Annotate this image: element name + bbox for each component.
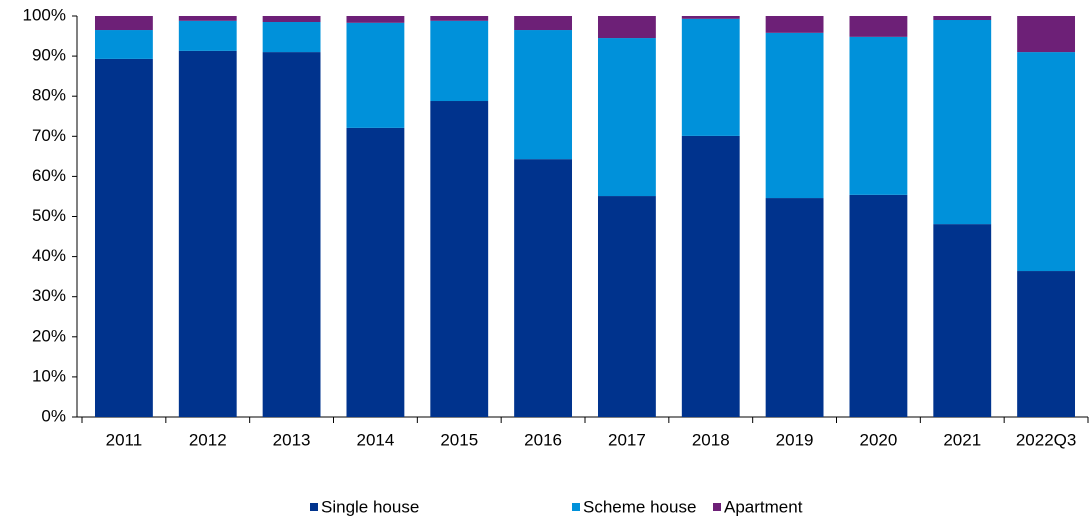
- bar-segment: [765, 16, 824, 33]
- x-tick-label: 2017: [608, 430, 646, 449]
- bar-segment: [849, 194, 908, 417]
- bar-segment: [765, 198, 824, 417]
- bar-segment: [430, 101, 489, 418]
- bar-segment: [346, 16, 405, 23]
- bar-segment: [933, 16, 992, 21]
- y-tick-label: 90%: [32, 46, 66, 65]
- x-tick-label: 2019: [776, 430, 814, 449]
- bar-segment: [178, 20, 237, 51]
- y-tick-label: 50%: [32, 206, 66, 225]
- bar-segment: [178, 16, 237, 21]
- x-tick-label: 2012: [189, 430, 227, 449]
- bar-segment: [178, 50, 237, 418]
- y-tick-label: 70%: [32, 126, 66, 145]
- legend-label: Single house: [321, 497, 419, 516]
- legend-swatch: [713, 503, 721, 511]
- legend-swatch: [572, 503, 580, 511]
- bar-segment: [597, 16, 656, 39]
- bar-segment: [346, 22, 405, 128]
- x-tick-label: 2022Q3: [1016, 430, 1077, 449]
- y-tick-label: 30%: [32, 286, 66, 305]
- bar-segment: [94, 30, 153, 59]
- y-tick-label: 80%: [32, 86, 66, 105]
- bar-segment: [346, 127, 405, 417]
- x-tick-label: 2016: [524, 430, 562, 449]
- bar-segment: [849, 16, 908, 37]
- x-tick-label: 2011: [106, 430, 143, 449]
- y-tick-label: 100%: [23, 5, 66, 24]
- bar-segment: [262, 22, 321, 53]
- bar-segment: [262, 52, 321, 418]
- x-tick-label: 2018: [692, 430, 730, 449]
- bar-segment: [94, 16, 153, 31]
- bar-segment: [681, 16, 740, 19]
- bar-segment: [681, 135, 740, 418]
- y-tick-label: 60%: [32, 166, 66, 185]
- bar-segment: [514, 30, 573, 160]
- y-tick-label: 10%: [32, 366, 66, 385]
- x-tick-label: 2013: [273, 430, 311, 449]
- x-tick-label: 2014: [357, 430, 395, 449]
- x-tick-label: 2021: [943, 430, 981, 449]
- bar-segment: [430, 16, 489, 21]
- bar-segment: [849, 36, 908, 195]
- y-tick-label: 0%: [41, 406, 66, 425]
- legend-label: Scheme house: [583, 497, 696, 516]
- legend-swatch: [310, 503, 318, 511]
- legend-label: Apartment: [724, 497, 803, 516]
- bar-segment: [430, 20, 489, 102]
- bar-segment: [514, 16, 573, 31]
- x-tick-label: 2015: [440, 430, 478, 449]
- bar-segment: [765, 32, 824, 199]
- bar-segment: [933, 224, 992, 417]
- bar-segment: [262, 16, 321, 23]
- bar-segment: [94, 58, 153, 417]
- y-tick-label: 40%: [32, 246, 66, 265]
- bar-segment: [514, 159, 573, 418]
- y-tick-label: 20%: [32, 326, 66, 345]
- bar-segment: [1017, 16, 1076, 53]
- bar-segment: [681, 18, 740, 136]
- x-tick-label: 2020: [860, 430, 898, 449]
- bar-segment: [597, 196, 656, 417]
- bar-segment: [597, 38, 656, 197]
- bar-segment: [933, 20, 992, 225]
- bar-segment: [1017, 52, 1076, 272]
- bar-segment: [1017, 271, 1076, 417]
